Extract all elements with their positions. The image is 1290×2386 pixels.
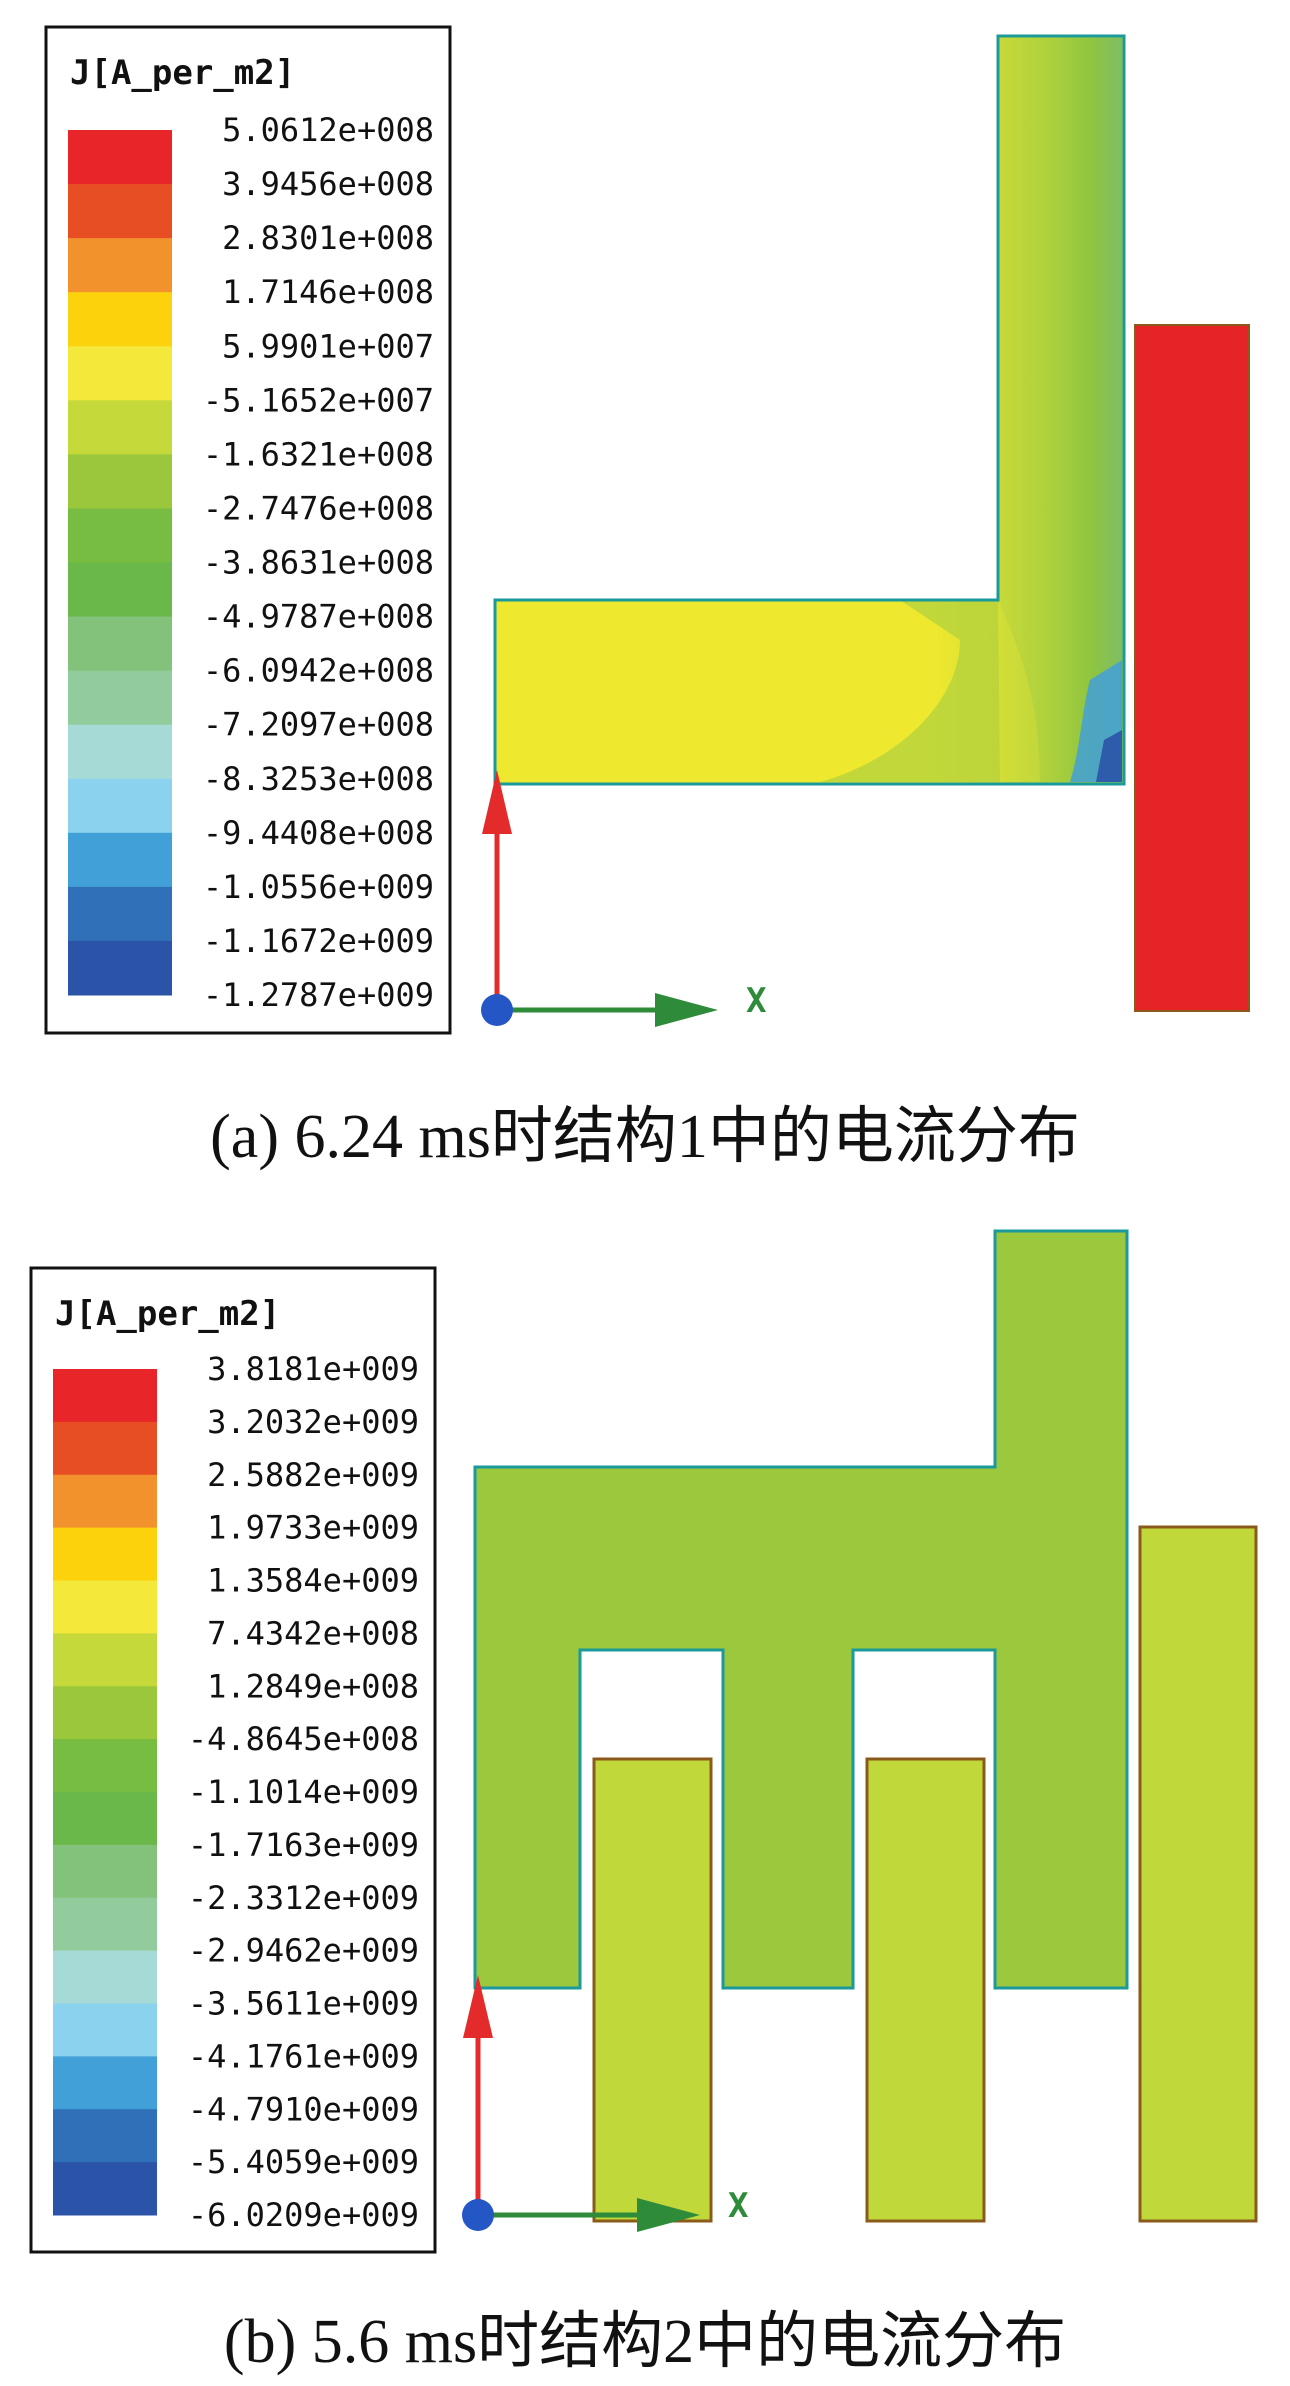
legend-value-label: -9.4408e+008 [203, 814, 434, 852]
legend-swatch [68, 184, 172, 239]
legend-title-b: J[A_per_m2] [55, 1294, 280, 1334]
legend-value-label: -5.1652e+007 [203, 381, 434, 419]
caption-b: (b) 5.6 ms时结构2中的电流分布 [223, 2308, 1067, 2376]
legend-swatch [68, 940, 172, 996]
legend-value-label: -1.7163e+009 [188, 1826, 419, 1864]
structure-2-bar-1 [592, 1757, 713, 2223]
legend-value-label: -1.0556e+009 [203, 868, 434, 906]
legend-swatch [53, 1580, 157, 1634]
legend-swatch [53, 1950, 157, 2004]
axis-x-label-a: X [746, 981, 767, 1021]
legend-value-label: -2.7476e+008 [203, 489, 434, 527]
legend-swatch [68, 670, 172, 726]
legend-swatch [68, 616, 172, 672]
legend-value-label: -4.8645e+008 [188, 1720, 419, 1758]
legend-value-label: 3.9456e+008 [222, 165, 434, 203]
legend-value-label: -8.3253e+008 [203, 760, 434, 798]
legend-value-label: 3.8181e+009 [207, 1350, 419, 1388]
legend-swatches-a [68, 130, 172, 996]
legend-value-label: -5.4059e+009 [188, 2143, 419, 2181]
panel-a: J[A_per_m2] 5.0612e+008 3.9456e+008 2.8301… [44, 25, 1250, 1035]
legend-swatch [68, 832, 172, 888]
legend-swatches-b [53, 1369, 157, 2216]
legend-swatch [53, 2162, 157, 2216]
legend-swatch [53, 1474, 157, 1529]
legend-labels-a: 5.0612e+008 3.9456e+008 2.8301e+008 1.7146e… [203, 111, 434, 1014]
origin-marker-b [462, 2199, 494, 2231]
legend-swatch [53, 1421, 157, 1476]
origin-marker-a [481, 994, 513, 1026]
structure-2-bar-2 [865, 1757, 986, 2223]
structure-2-conductor [473, 1229, 1129, 1990]
legend-swatch [68, 400, 172, 455]
structure-1-lowest-field-spot [1096, 730, 1122, 782]
legend-swatch [53, 1739, 157, 1793]
legend-swatch [53, 1686, 157, 1740]
legend-swatch [68, 886, 172, 942]
legend-swatch [68, 292, 172, 347]
structure-1-vertical-field [998, 38, 1122, 782]
structure-1-bar [1134, 324, 1250, 1012]
legend-value-label: 7.4342e+008 [207, 1614, 419, 1652]
legend-swatch [68, 778, 172, 834]
legend-value-label: -2.3312e+009 [188, 1879, 419, 1917]
structure-2-bar-3 [1138, 1525, 1258, 2223]
legend-value-label: -1.1672e+009 [203, 922, 434, 960]
legend-value-label: -3.5611e+009 [188, 1985, 419, 2023]
legend-swatch [68, 508, 172, 563]
legend-value-label: 1.7146e+008 [222, 273, 434, 311]
legend-swatch [53, 1633, 157, 1687]
legend-swatch [68, 562, 172, 618]
legend-value-label: -2.9462e+009 [188, 1932, 419, 1970]
legend-value-label: 2.5882e+009 [207, 1456, 419, 1494]
legend-value-label: -6.0942e+008 [203, 652, 434, 690]
legend-swatch [68, 130, 172, 185]
legend-value-label: 3.2032e+009 [207, 1403, 419, 1441]
structure-1-corner-gradient [820, 600, 1000, 782]
panel-b: J[A_per_m2] 3.8181e+009 3.2032e+009 2.5882… [29, 1229, 1258, 2254]
legend-swatch [53, 1897, 157, 1952]
legend-swatch [68, 346, 172, 401]
caption-a: (a) 6.24 ms时结构1中的电流分布 [210, 1103, 1080, 1171]
legend-value-label: 5.9901e+007 [222, 327, 434, 365]
legend-value-label: 5.0612e+008 [222, 111, 434, 149]
legend-swatch [53, 1792, 157, 1846]
axis-triad-a: X [481, 770, 767, 1027]
legend-value-label: 1.3584e+009 [207, 1562, 419, 1600]
axis-x-label-b: X [728, 2186, 749, 2226]
legend-value-label: -3.8631e+008 [203, 544, 434, 582]
legend-swatch [53, 1527, 157, 1581]
legend-value-label: -6.0209e+009 [188, 2196, 419, 2234]
legend-swatch [53, 2003, 157, 2057]
legend-labels-b: 3.8181e+009 3.2032e+009 2.5882e+009 1.9733e… [188, 1350, 419, 2234]
legend-value-label: 1.2849e+008 [207, 1667, 419, 1705]
legend-value-label: -4.7910e+009 [188, 2090, 419, 2128]
legend-swatch [53, 2109, 157, 2163]
legend-swatch [68, 454, 172, 509]
legend-value-label: -1.2787e+009 [203, 976, 434, 1014]
legend-value-label: -7.2097e+008 [203, 706, 434, 744]
legend-title-a: J[A_per_m2] [70, 53, 295, 93]
legend-value-label: 1.9733e+009 [207, 1509, 419, 1547]
axis-triad-b: X [462, 1975, 749, 2232]
legend-swatch [68, 238, 172, 293]
legend-swatch [53, 1369, 157, 1423]
legend-swatch [68, 724, 172, 780]
legend-value-label: -1.1014e+009 [188, 1773, 419, 1811]
legend-value-label: -4.1761e+009 [188, 2037, 419, 2075]
legend-swatch [53, 2056, 157, 2110]
legend-value-label: -4.9787e+008 [203, 598, 434, 636]
legend-swatch [53, 1844, 157, 1899]
legend-value-label: -1.6321e+008 [203, 435, 434, 473]
legend-value-label: 2.8301e+008 [222, 219, 434, 257]
